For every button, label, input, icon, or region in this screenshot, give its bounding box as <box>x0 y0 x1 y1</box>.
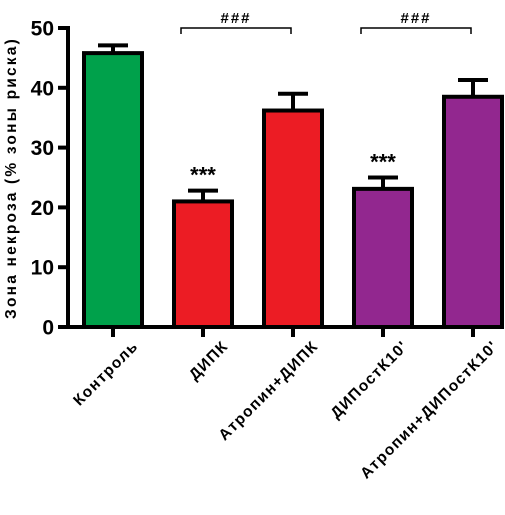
y-tick-label: 10 <box>31 257 54 280</box>
x-tick-label: ДИПК <box>186 338 232 384</box>
significance-label: *** <box>190 163 216 188</box>
y-tick-label: 40 <box>31 77 54 100</box>
comparison-bracket <box>360 27 472 34</box>
comparison-label: ### <box>400 10 431 27</box>
x-tick-label: Контроль <box>70 338 142 410</box>
bar <box>352 186 414 329</box>
significance-label: *** <box>370 150 396 175</box>
y-tick-label: 0 <box>42 317 54 340</box>
y-tick-label: 20 <box>31 197 54 220</box>
x-tick-label: Атропин+ДИПК <box>216 338 322 444</box>
x-tick-label: ДИПостК10' <box>328 338 412 422</box>
bar <box>82 51 144 330</box>
y-tick-label: 30 <box>31 137 54 160</box>
comparison-bracket <box>180 27 292 34</box>
bar <box>172 199 234 329</box>
bar <box>442 94 504 329</box>
comparison-label: ### <box>220 10 251 27</box>
bar <box>262 108 324 329</box>
y-tick-label: 50 <box>31 18 54 41</box>
y-axis-title: Зона некроза (% зоны риска) <box>3 37 20 319</box>
